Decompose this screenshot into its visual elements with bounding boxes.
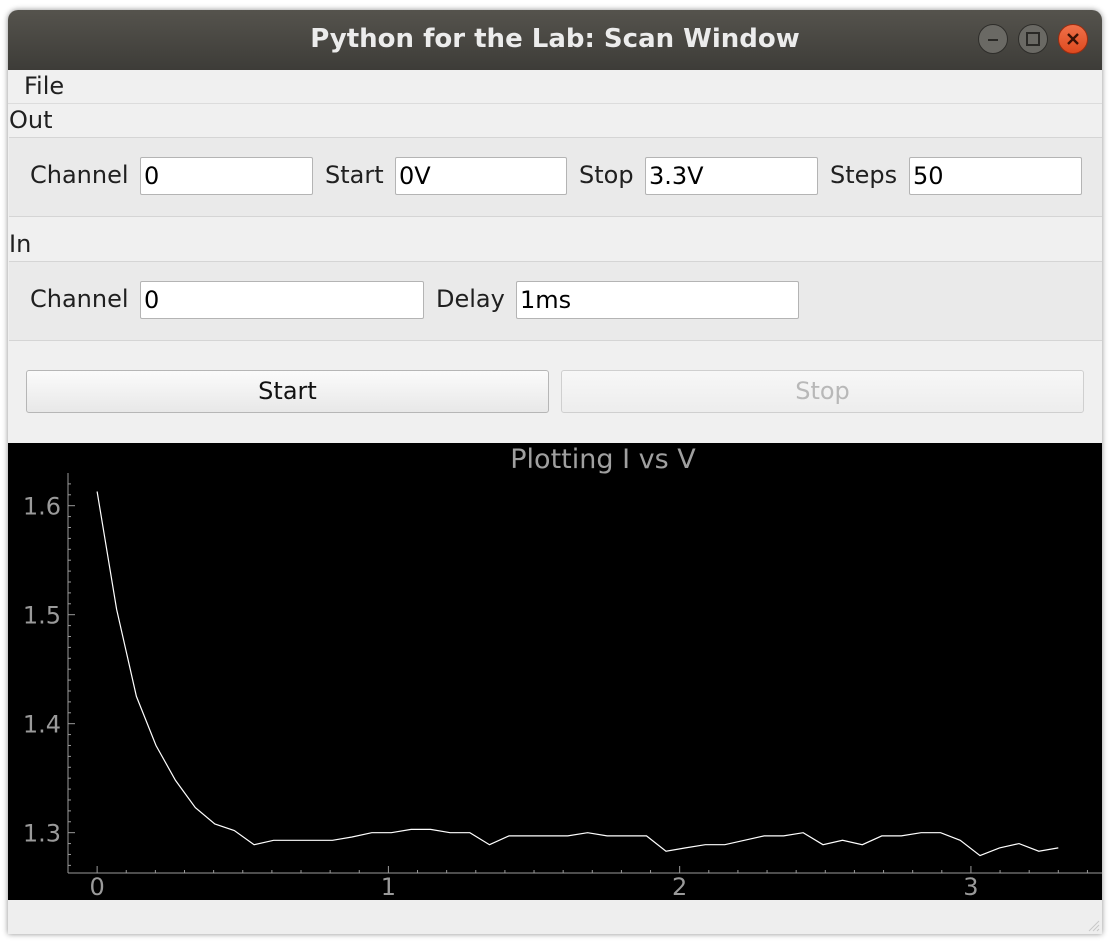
scan-window: Python for the Lab: Scan Window File Out… <box>8 10 1102 934</box>
stop-button[interactable]: Stop <box>561 370 1084 413</box>
y-tick-label: 1.3 <box>23 820 61 848</box>
out-group: Channel 0 Start 0V Stop 3.3V Steps 50 <box>9 137 1102 217</box>
out-steps-input[interactable]: 50 <box>909 157 1082 195</box>
iv-chart: Plotting I vs V 1.3 1.4 1.5 1.6 0 1 2 3 <box>23 444 1102 900</box>
chart-title: Plotting I vs V <box>510 444 696 475</box>
x-tick-label: 1 <box>381 873 396 900</box>
out-stop-label: Stop <box>579 161 634 189</box>
menu-bar: File <box>8 70 1102 104</box>
out-stop-input[interactable]: 3.3V <box>645 157 818 195</box>
in-group-title: In <box>9 230 32 258</box>
close-icon[interactable] <box>1058 24 1088 54</box>
minimize-icon[interactable] <box>978 24 1008 54</box>
in-group: Channel 0 Delay 1ms <box>9 261 1102 341</box>
y-tick-label: 1.5 <box>23 602 61 630</box>
resize-grip-icon[interactable] <box>1086 918 1100 932</box>
menu-file[interactable]: File <box>24 72 65 100</box>
iv-series-line <box>96 491 1059 857</box>
x-tick-label: 3 <box>963 873 978 900</box>
out-channel-label: Channel <box>30 161 129 189</box>
title-bar[interactable]: Python for the Lab: Scan Window <box>8 10 1102 70</box>
out-start-label: Start <box>325 161 384 189</box>
in-channel-label: Channel <box>30 285 129 313</box>
x-tick-label: 0 <box>89 873 104 900</box>
status-bar <box>8 900 1102 934</box>
start-button[interactable]: Start <box>26 370 549 413</box>
plot-area[interactable]: Plotting I vs V 1.3 1.4 1.5 1.6 0 1 2 3 <box>8 443 1102 900</box>
window-title: Python for the Lab: Scan Window <box>310 24 800 54</box>
out-steps-label: Steps <box>830 161 898 189</box>
x-tick-label: 2 <box>672 873 687 900</box>
maximize-icon[interactable] <box>1018 24 1048 54</box>
in-delay-input[interactable]: 1ms <box>516 281 799 319</box>
in-delay-label: Delay <box>436 285 505 313</box>
in-channel-input[interactable]: 0 <box>140 281 424 319</box>
out-start-input[interactable]: 0V <box>395 157 567 195</box>
out-group-title: Out <box>9 106 53 134</box>
y-tick-label: 1.6 <box>23 493 61 521</box>
out-channel-input[interactable]: 0 <box>140 157 313 195</box>
y-tick-label: 1.4 <box>23 711 61 739</box>
